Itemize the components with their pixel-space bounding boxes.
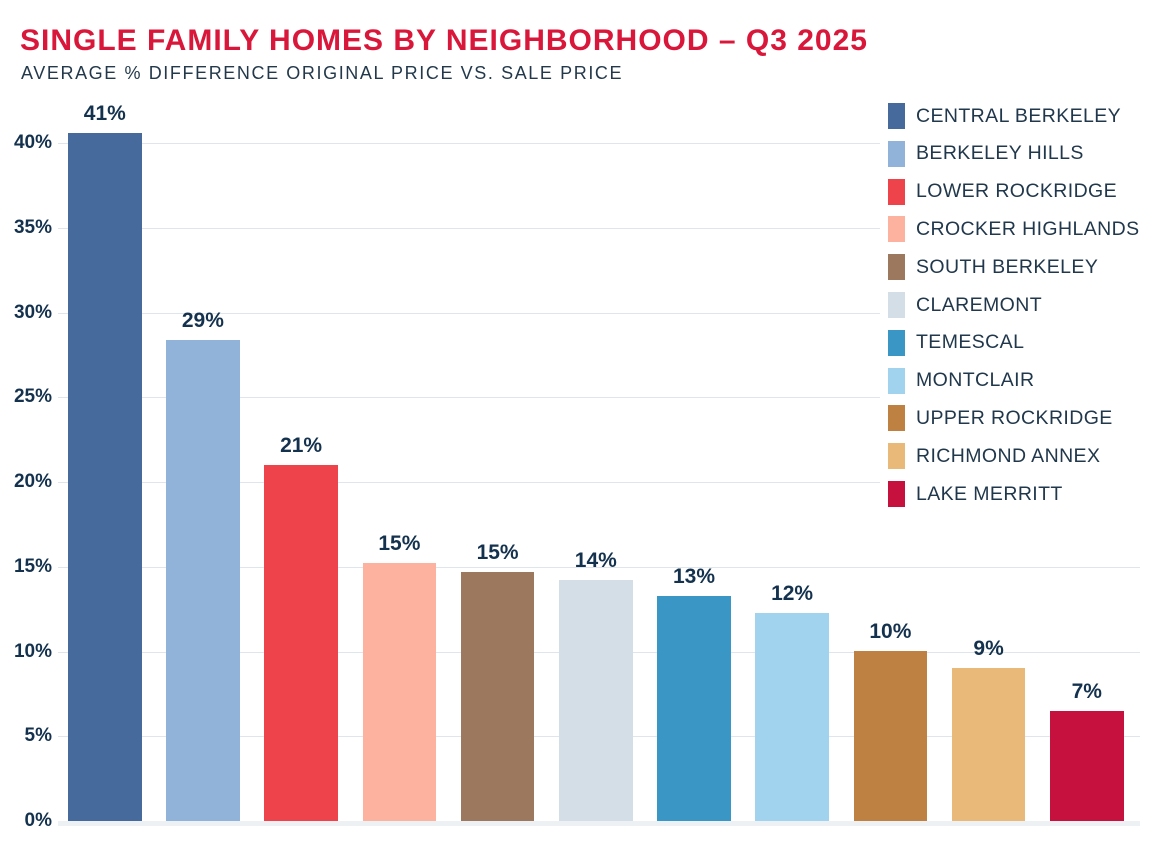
data-label-central-berkeley: 41% <box>83 102 126 125</box>
y-tick-30: 30% <box>13 301 52 323</box>
chart-subtitle: AVERAGE % DIFFERENCE ORIGINAL PRICE VS. … <box>21 63 624 83</box>
legend-item-richmond-annex: RICHMOND ANNEX <box>888 443 1101 470</box>
gridline-40 <box>58 143 1140 144</box>
legend-swatch-berkeley-hills <box>888 140 905 167</box>
data-label-montclair: 12% <box>771 582 814 605</box>
legend-item-central-berkeley: CENTRAL BERKELEY <box>888 103 1121 129</box>
data-label-upper-rockridge: 10% <box>869 620 912 643</box>
legend-label-temescal: TEMESCAL <box>916 331 1025 354</box>
bar-claremont <box>559 580 633 821</box>
legend-label-south-berkeley: SOUTH BERKELEY <box>916 255 1099 278</box>
data-label-temescal: 13% <box>672 565 716 588</box>
gridline-25 <box>58 397 1140 399</box>
y-tick-20: 20% <box>13 471 52 492</box>
x-axis-baseline <box>58 821 1140 826</box>
legend-label-richmond-annex: RICHMOND ANNEX <box>916 444 1101 467</box>
legend-swatch-richmond-annex <box>888 443 905 470</box>
gridline-15 <box>58 566 1140 568</box>
data-label-south-berkeley: 15% <box>476 541 519 564</box>
legend-label-central-berkeley: CENTRAL BERKELEY <box>916 104 1122 127</box>
data-label-claremont: 14% <box>574 549 617 572</box>
legend-swatch-claremont <box>888 292 905 318</box>
legend-swatch-lake-merritt <box>888 481 905 507</box>
legend-swatch-central-berkeley <box>888 103 905 129</box>
legend-swatch-montclair <box>888 367 905 394</box>
gridline-20 <box>58 482 1140 483</box>
legend-swatch-upper-rockridge <box>888 405 905 432</box>
bar-south-berkeley <box>460 572 535 821</box>
bar-lake-merritt <box>1050 711 1124 821</box>
legend-item-upper-rockridge: UPPER ROCKRIDGE <box>888 405 1113 432</box>
bar-berkeley-hills <box>166 340 240 821</box>
legend-label-crocker-highlands: CROCKER HIGHLANDS <box>916 217 1140 240</box>
legend-item-south-berkeley: SOUTH BERKELEY <box>888 254 1099 281</box>
y-tick-35: 35% <box>13 216 52 238</box>
bar-lower-rockridge <box>264 465 338 821</box>
bar-temescal <box>657 596 731 821</box>
bar-crocker-highlands <box>362 563 437 821</box>
legend: CENTRAL BERKELEY BERKELEY HILLS LOWER ROCK… <box>880 96 1158 524</box>
chart-title: SINGLE FAMILY HOMES BY NEIGHBORHOOD – Q3… <box>20 24 868 57</box>
legend-label-lake-merritt: LAKE MERRITT <box>916 482 1063 505</box>
data-label-lake-merritt: 7% <box>1071 680 1102 703</box>
plot-area: 0% 5% 10% 15% 20% 25% 30% 35% 40% 41% 29% 21% 15% 15%… <box>0 95 1160 842</box>
legend-label-upper-rockridge: UPPER ROCKRIDGE <box>916 406 1113 429</box>
legend-item-lake-merritt: LAKE MERRITT <box>888 481 1063 507</box>
legend-item-claremont: CLAREMONT <box>888 292 1042 318</box>
legend-item-crocker-highlands: CROCKER HIGHLANDS <box>888 216 1140 243</box>
gridline-35 <box>58 227 1140 229</box>
legend-item-lower-rockridge: LOWER ROCKRIDGE <box>888 178 1118 205</box>
y-tick-5: 5% <box>24 725 52 747</box>
legend-swatch-lower-rockridge <box>888 178 905 205</box>
bar-richmond-annex <box>951 668 1026 821</box>
y-tick-0: 0% <box>24 810 52 831</box>
legend-swatch-crocker-highlands <box>888 216 905 243</box>
legend-label-montclair: MONTCLAIR <box>916 369 1035 392</box>
y-tick-10: 10% <box>13 640 52 662</box>
legend-label-berkeley-hills: BERKELEY HILLS <box>916 142 1084 165</box>
legend-item-montclair: MONTCLAIR <box>888 367 1035 394</box>
y-tick-40: 40% <box>13 132 52 153</box>
legend-swatch-temescal <box>888 329 905 356</box>
data-label-richmond-annex: 9% <box>973 637 1004 660</box>
data-label-crocker-highlands: 15% <box>378 532 421 555</box>
legend-label-lower-rockridge: LOWER ROCKRIDGE <box>916 180 1118 203</box>
data-label-berkeley-hills: 29% <box>181 309 224 332</box>
gridline-30 <box>58 312 1140 314</box>
y-tick-15: 15% <box>13 555 52 577</box>
y-tick-25: 25% <box>13 386 52 408</box>
bar-montclair <box>755 613 829 821</box>
legend-item-berkeley-hills: BERKELEY HILLS <box>888 140 1084 167</box>
legend-item-temescal: TEMESCAL <box>888 329 1025 356</box>
legend-swatch-south-berkeley <box>888 254 905 281</box>
legend-label-claremont: CLAREMONT <box>916 293 1043 316</box>
data-label-lower-rockridge: 21% <box>280 434 323 457</box>
bar-upper-rockridge <box>853 651 928 821</box>
bar-central-berkeley <box>68 133 142 821</box>
